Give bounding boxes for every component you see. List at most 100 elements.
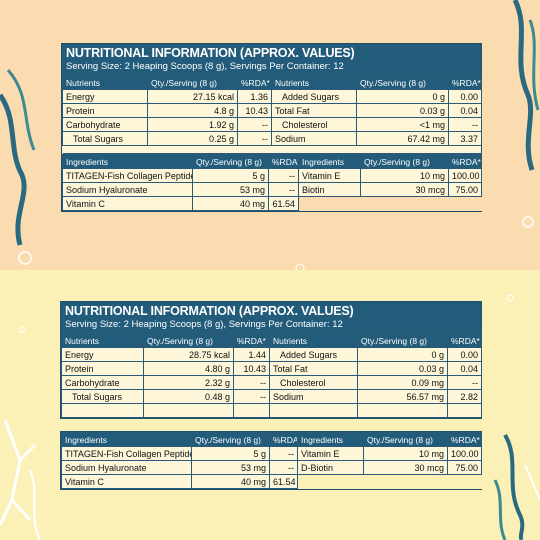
card-title: NUTRITIONAL INFORMATION (APPROX. VALUES) (65, 304, 354, 318)
col-header-ingredients: Ingredients (297, 432, 364, 447)
nutrient-rda: -- (237, 117, 272, 132)
empty-cell (447, 403, 482, 418)
ingredient-qty: 5 g (192, 168, 269, 183)
ingredient-name: TITAGEN-Fish Collagen Peptide™ (61, 446, 192, 461)
nutrient-qty: <1 mg (356, 117, 449, 132)
nutrient-qty: 28.75 kcal (143, 347, 234, 362)
nutrient-name: Cholesterol (271, 117, 357, 132)
ingredient-qty: 40 mg (192, 196, 269, 211)
col-header-ingredients: Ingredients (298, 154, 361, 169)
nutrients-table: Nutrients Qty./Serving (8 g) %RDA* Nutri… (62, 75, 482, 154)
table-row: Carbohydrate 2.32 g -- Cholesterol 0.09 … (61, 375, 482, 390)
card-header: NUTRITIONAL INFORMATION (APPROX. VALUES)… (62, 44, 481, 75)
nutrient-qty: 0.25 g (147, 131, 238, 146)
col-header-qty: Qty./Serving (8 g) (360, 154, 449, 169)
table-row: TITAGEN-Fish Collagen Peptide™ 5 g -- Vi… (62, 168, 482, 183)
nutrient-rda: 1.36 (237, 89, 272, 104)
nutrient-name: Sodium (271, 131, 357, 146)
table-row: Protein 4.80 g 10.43 Total Fat 0.03 g 0.… (61, 361, 482, 376)
serving-info: Serving Size: 2 Heaping Scoops (8 g), Se… (66, 61, 344, 72)
table-row: Total Sugars 0.48 g -- Sodium 56.57 mg 2… (61, 389, 482, 404)
empty-cell (447, 474, 482, 489)
nutrient-qty: 56.57 mg (357, 389, 448, 404)
spacer-row (62, 145, 482, 154)
nutrient-qty: 0 g (356, 89, 449, 104)
table-row: Sodium Hyaluronate 53 mg -- D-Biotin 30 … (61, 460, 482, 475)
empty-cell (269, 403, 358, 418)
nutrient-rda: 2.82 (447, 389, 482, 404)
nutrient-qty: 0.03 g (356, 103, 449, 118)
table-header-row: Ingredients Qty./Serving (8 g) %RDA* Ing… (61, 432, 482, 447)
nutrient-name: Total Fat (269, 361, 358, 376)
table-header-row: Nutrients Qty./Serving (8 g) %RDA* Nutri… (61, 333, 482, 348)
ingredient-qty: 53 mg (191, 460, 270, 475)
nutrient-name: Sodium (269, 389, 358, 404)
nutrient-qty: 0.48 g (143, 389, 234, 404)
nutrient-rda: 0.00 (448, 89, 482, 104)
nutrient-qty: 0 g (357, 347, 448, 362)
nutrient-qty: 0.09 mg (357, 375, 448, 390)
ingredient-name: Vitamin C (61, 474, 192, 489)
nutrient-name: Protein (61, 361, 144, 376)
nutrition-card-top: NUTRITIONAL INFORMATION (APPROX. VALUES)… (61, 43, 482, 212)
nutrient-qty: 27.15 kcal (147, 89, 238, 104)
col-header-rda: %RDA* (237, 75, 272, 90)
nutrients-table: Nutrients Qty./Serving (8 g) %RDA* Nutri… (61, 333, 482, 418)
ingredient-name: Vitamin C (62, 196, 193, 211)
ingredient-rda: -- (268, 182, 299, 197)
ingredient-rda: 75.00 (447, 460, 482, 475)
ingredient-qty: 30 mcg (360, 182, 449, 197)
ingredient-name: Vitamin E (298, 168, 361, 183)
ingredient-rda: -- (269, 446, 298, 461)
table-row: Vitamin C 40 mg 61.54 (62, 196, 482, 211)
coral-decoration (0, 294, 540, 540)
col-header-rda: %RDA* (448, 154, 482, 169)
nutrient-qty: 4.8 g (147, 103, 238, 118)
empty-row (61, 403, 482, 418)
nutrient-rda: -- (448, 117, 482, 132)
nutrient-rda: -- (237, 131, 272, 146)
nutrient-rda: -- (447, 375, 482, 390)
ingredient-rda: 61.54 (269, 474, 298, 489)
nutrient-name: Total Sugars (62, 131, 148, 146)
col-header-rda: %RDA* (448, 75, 482, 90)
nutrient-rda: 10.43 (237, 103, 272, 118)
top-panel: NUTRITIONAL INFORMATION (APPROX. VALUES)… (0, 0, 540, 270)
ingredient-rda: 75.00 (448, 182, 482, 197)
ingredient-qty: 30 mcg (363, 460, 448, 475)
col-header-ingredients: Ingredients (61, 432, 192, 447)
nutrient-name: Energy (62, 89, 148, 104)
ingredients-card-bottom: Ingredients Qty./Serving (8 g) %RDA* Ing… (60, 431, 482, 490)
bottom-panel: NUTRITIONAL INFORMATION (APPROX. VALUES)… (0, 270, 540, 540)
col-header-rda: %RDA* (233, 333, 270, 348)
col-header-rda: %RDA* (268, 154, 299, 169)
col-header-qty: Qty./Serving (8 g) (192, 154, 269, 169)
col-header-nutrients: Nutrients (61, 333, 144, 348)
empty-cell (448, 196, 482, 211)
table-row: Energy 27.15 kcal 1.36 Added Sugars 0 g … (62, 89, 482, 104)
empty-cell (363, 474, 448, 489)
ingredient-qty: 10 mg (363, 446, 448, 461)
empty-cell (298, 196, 361, 211)
serving-info: Serving Size: 2 Heaping Scoops (8 g), Se… (65, 319, 343, 330)
nutrient-name: Carbohydrate (62, 117, 148, 132)
nutrient-rda: 3.37 (448, 131, 482, 146)
col-header-qty: Qty./Serving (8 g) (143, 333, 234, 348)
table-header-row: Ingredients Qty./Serving (8 g) %RDA* Ing… (62, 154, 482, 169)
nutrient-name: Added Sugars (271, 89, 357, 104)
nutrient-rda: 0.04 (447, 361, 482, 376)
nutrient-name: Added Sugars (269, 347, 358, 362)
nutrient-rda: -- (233, 389, 270, 404)
card-title: NUTRITIONAL INFORMATION (APPROX. VALUES) (66, 46, 355, 60)
nutrient-rda: 0.04 (448, 103, 482, 118)
col-header-nutrients: Nutrients (62, 75, 148, 90)
col-header-qty: Qty./Serving (8 g) (357, 333, 448, 348)
nutrient-name: Carbohydrate (61, 375, 144, 390)
ingredient-rda: -- (268, 168, 299, 183)
empty-cell (360, 196, 449, 211)
ingredient-rda: 61.54 (268, 196, 299, 211)
col-header-ingredients: Ingredients (62, 154, 193, 169)
ingredient-name: Vitamin E (297, 446, 364, 461)
nutrient-rda: 1.44 (233, 347, 270, 362)
ingredient-name: Biotin (298, 182, 361, 197)
